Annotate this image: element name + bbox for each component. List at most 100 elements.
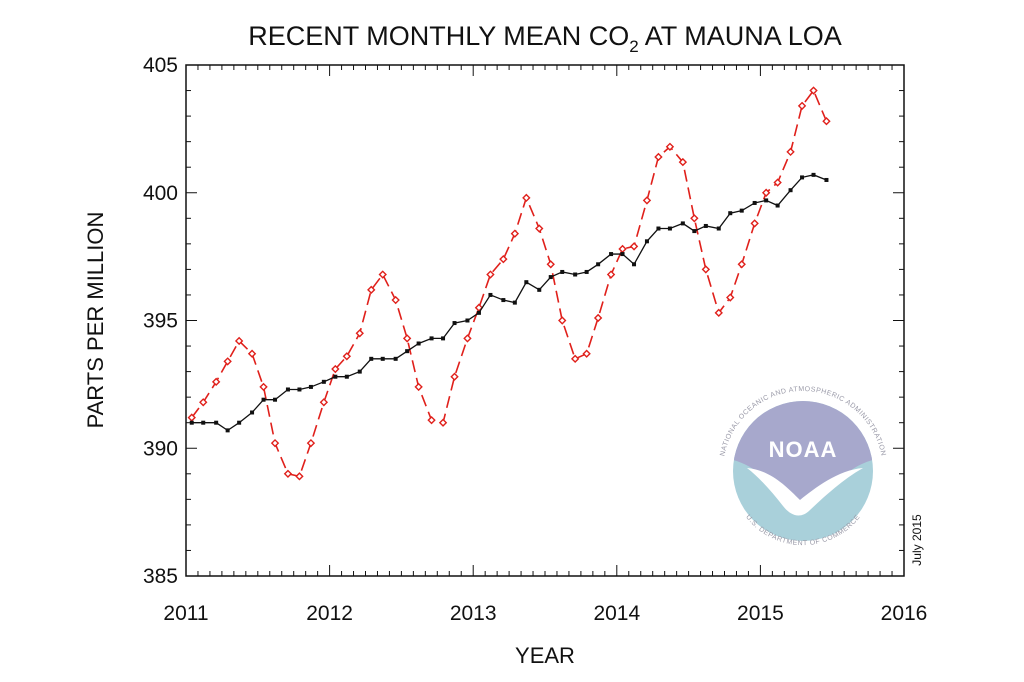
data-point bbox=[548, 275, 553, 280]
data-point bbox=[414, 382, 423, 392]
data-point bbox=[714, 308, 723, 318]
chart-title-rest: AT MAUNA LOA bbox=[639, 21, 842, 51]
data-point bbox=[297, 387, 302, 392]
data-point bbox=[665, 142, 675, 151]
series-1 bbox=[187, 86, 831, 481]
noaa-logo-bird bbox=[747, 468, 863, 516]
data-point bbox=[283, 469, 293, 478]
data-point bbox=[558, 316, 567, 325]
data-point bbox=[656, 226, 661, 231]
data-point bbox=[331, 364, 340, 374]
data-point bbox=[402, 334, 412, 343]
data-point bbox=[667, 226, 672, 231]
y-tick-label: 395 bbox=[143, 310, 178, 333]
data-point bbox=[537, 287, 542, 292]
data-point bbox=[319, 398, 329, 407]
data-point bbox=[321, 379, 326, 384]
data-point bbox=[234, 336, 244, 346]
data-point bbox=[788, 188, 793, 193]
x-tick-label: 2013 bbox=[450, 602, 497, 625]
data-point bbox=[405, 349, 410, 354]
date-stamp: July 2015 bbox=[910, 514, 924, 566]
data-point bbox=[632, 262, 637, 267]
y-tick-label: 405 bbox=[143, 54, 178, 77]
data-point bbox=[259, 382, 268, 392]
data-point bbox=[333, 374, 338, 379]
data-point bbox=[800, 175, 805, 180]
data-point bbox=[201, 420, 206, 425]
data-point bbox=[737, 260, 746, 269]
x-tick-label: 2016 bbox=[881, 602, 928, 625]
data-point bbox=[463, 334, 472, 343]
data-point bbox=[716, 226, 721, 231]
x-tick-label: 2015 bbox=[737, 602, 784, 625]
data-point bbox=[690, 214, 699, 223]
data-point bbox=[570, 354, 580, 364]
y-axis-title: PARTS PER MILLION bbox=[83, 212, 108, 429]
data-point bbox=[223, 357, 232, 366]
data-point bbox=[701, 265, 711, 274]
data-point bbox=[764, 198, 769, 203]
data-point bbox=[367, 285, 376, 295]
data-point bbox=[822, 117, 831, 126]
data-point bbox=[429, 336, 434, 341]
data-point bbox=[378, 270, 387, 279]
data-point bbox=[273, 397, 278, 402]
chart-title-subscript: 2 bbox=[629, 37, 638, 56]
data-point bbox=[476, 310, 481, 315]
y-tick-label: 390 bbox=[143, 437, 178, 460]
data-point bbox=[546, 260, 555, 269]
data-point bbox=[618, 244, 627, 254]
data-point bbox=[786, 147, 795, 157]
data-point bbox=[488, 292, 493, 297]
data-point bbox=[773, 178, 782, 187]
plot-frame bbox=[185, 64, 905, 577]
data-point bbox=[606, 270, 616, 279]
data-series bbox=[187, 86, 831, 481]
data-point bbox=[285, 387, 290, 392]
data-point bbox=[250, 410, 255, 415]
data-point bbox=[560, 269, 565, 274]
data-point bbox=[620, 252, 625, 257]
data-point bbox=[486, 270, 495, 279]
data-point bbox=[295, 472, 304, 481]
data-point bbox=[355, 329, 364, 338]
data-point bbox=[524, 280, 529, 285]
data-point bbox=[512, 300, 517, 305]
data-point bbox=[750, 219, 759, 228]
data-point bbox=[438, 418, 448, 427]
data-point bbox=[535, 224, 544, 233]
data-point bbox=[214, 420, 219, 425]
data-point bbox=[450, 372, 459, 381]
data-point bbox=[199, 398, 208, 407]
data-point bbox=[261, 397, 266, 402]
x-tick-label: 2014 bbox=[593, 602, 640, 625]
data-point bbox=[465, 318, 470, 323]
data-point bbox=[393, 356, 398, 361]
data-point bbox=[573, 272, 578, 277]
data-point bbox=[680, 221, 685, 226]
data-point bbox=[642, 196, 652, 205]
data-point bbox=[739, 208, 744, 213]
data-point bbox=[692, 229, 697, 234]
data-point bbox=[441, 336, 446, 341]
data-point bbox=[499, 254, 508, 264]
y-tick-label: 385 bbox=[143, 565, 178, 588]
data-point bbox=[522, 193, 531, 203]
data-point bbox=[703, 223, 708, 228]
noaa-wordmark: NOAA bbox=[769, 437, 838, 462]
data-point bbox=[391, 295, 400, 305]
series-line bbox=[191, 88, 828, 478]
data-point bbox=[270, 438, 280, 448]
data-point bbox=[501, 298, 506, 303]
data-point bbox=[761, 188, 771, 197]
data-point bbox=[654, 152, 663, 162]
data-point bbox=[726, 293, 735, 302]
y-tick-label: 400 bbox=[143, 182, 178, 205]
data-point bbox=[306, 438, 316, 448]
data-point bbox=[452, 321, 457, 326]
data-point bbox=[824, 177, 829, 182]
data-point bbox=[752, 200, 757, 205]
noaa-logo: NOAA NATIONAL OCEANIC AND ATMOSPHERIC AD… bbox=[719, 386, 886, 547]
